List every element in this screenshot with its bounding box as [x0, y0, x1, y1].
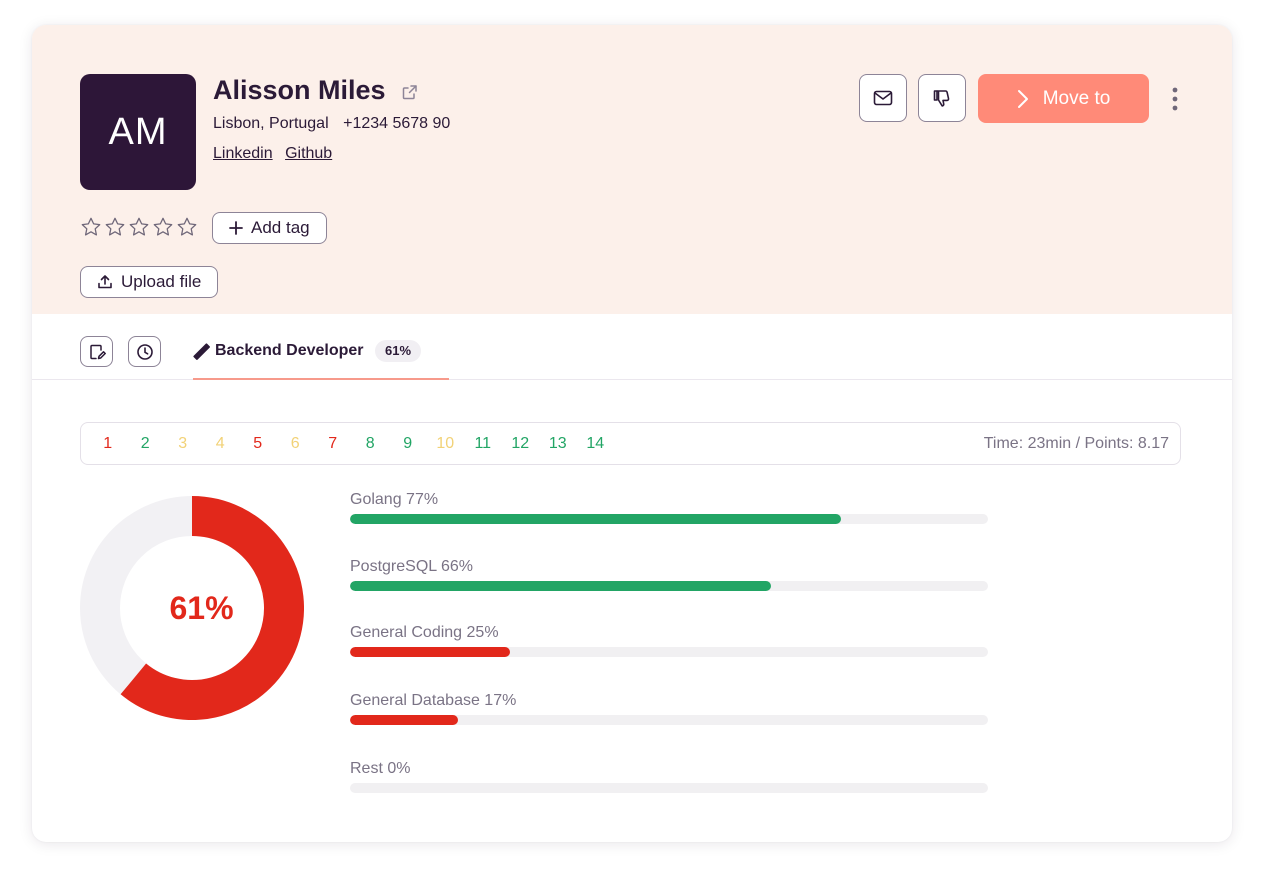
score-badge: 61% [375, 340, 422, 362]
share-icon[interactable] [401, 83, 419, 101]
linkedin-link[interactable]: Linkedin [213, 145, 273, 162]
upload-file-label: Upload file [121, 272, 202, 291]
add-tag-label: Add tag [251, 218, 310, 237]
github-link[interactable]: Github [285, 145, 333, 162]
ruler-icon [193, 343, 210, 360]
time-points-summary: Time: 23min / Points: 8.17 [983, 435, 1169, 452]
donut-score-arc [120, 496, 304, 720]
skill-progress-fill [350, 647, 510, 657]
skill-row: PostgreSQL 66% [350, 558, 990, 591]
skill-row: General Database 17% [350, 692, 990, 725]
candidate-name: Alisson Miles [213, 75, 386, 105]
question-number[interactable]: 6 [290, 434, 300, 452]
tab-label: Backend Developer [215, 342, 364, 359]
question-number[interactable]: 14 [586, 434, 605, 452]
skill-label: PostgreSQL 66% [350, 558, 474, 575]
score-donut [80, 496, 304, 720]
skill-progress-fill [350, 581, 772, 591]
skill-progress-fill [350, 514, 842, 524]
question-number[interactable]: 8 [365, 434, 375, 452]
reject-button[interactable] [918, 74, 966, 122]
question-number[interactable]: 4 [215, 434, 225, 452]
star-icon[interactable] [176, 216, 198, 238]
skill-row: General Coding 25% [350, 624, 990, 657]
chevron-right-icon [1017, 89, 1028, 108]
candidate-card: AM Alisson Miles Lisbon, Portugal +1234 … [32, 25, 1232, 842]
skill-label: Golang 77% [350, 491, 439, 508]
question-number[interactable]: 3 [178, 434, 188, 452]
skill-label: Rest 0% [350, 760, 411, 777]
move-to-label: Move to [1042, 87, 1111, 109]
more-options-icon[interactable] [1168, 86, 1182, 112]
skill-label: General Database 17% [350, 692, 517, 709]
skill-row: Golang 77% [350, 491, 990, 524]
question-bar: 1 2 3 4 5 6 7 8 9 10 11 12 13 14 Time: 23min / Points… [80, 422, 1181, 465]
question-number[interactable]: 5 [253, 434, 263, 452]
skill-progress-track [350, 715, 988, 725]
email-button[interactable] [859, 74, 907, 122]
question-number[interactable]: 1 [103, 434, 113, 452]
skill-progress-fill [350, 715, 459, 725]
skill-progress-track [350, 783, 988, 793]
question-number[interactable]: 9 [403, 434, 413, 452]
question-number[interactable]: 2 [140, 434, 150, 452]
skill-progress-track [350, 581, 988, 591]
edit-document-icon [89, 344, 106, 359]
question-number[interactable]: 10 [436, 434, 455, 452]
add-tag-button[interactable]: Add tag [212, 212, 327, 244]
upload-icon [98, 275, 112, 289]
question-number[interactable]: 7 [328, 434, 338, 452]
location: Lisbon, Portugal [213, 115, 329, 132]
contact-info: Lisbon, Portugal +1234 5678 90 [213, 115, 450, 133]
star-icon[interactable] [104, 216, 126, 238]
tab-notes[interactable] [80, 336, 113, 367]
star-icon[interactable] [152, 216, 174, 238]
skill-row: Rest 0% [350, 760, 990, 793]
tab-backend-developer[interactable]: Backend Developer 61% [193, 314, 449, 380]
tab-history[interactable] [128, 336, 161, 367]
phone: +1234 5678 90 [343, 115, 451, 132]
question-number[interactable]: 12 [511, 434, 530, 452]
avatar: AM [80, 74, 196, 190]
skill-progress-track [350, 647, 988, 657]
mail-icon [873, 90, 893, 106]
clock-icon [136, 343, 153, 360]
upload-file-button[interactable]: Upload file [80, 266, 219, 298]
candidate-header: AM Alisson Miles Lisbon, Portugal +1234 … [32, 25, 1232, 314]
star-icon[interactable] [80, 216, 102, 238]
question-numbers: 1 2 3 4 5 6 7 8 9 10 11 12 13 14 [81, 423, 614, 464]
star-icon[interactable] [128, 216, 150, 238]
star-rating[interactable] [80, 216, 198, 238]
move-to-button[interactable]: Move to [978, 74, 1149, 123]
score-percentage: 61% [169, 589, 234, 626]
thumbs-down-icon [933, 90, 950, 107]
skill-label: General Coding 25% [350, 624, 499, 641]
tab-bar: Backend Developer 61% [32, 314, 1232, 380]
profile-links: Linkedin Github [213, 145, 340, 163]
plus-icon [229, 221, 243, 235]
question-number[interactable]: 13 [548, 434, 567, 452]
skill-progress-track [350, 514, 988, 524]
question-number[interactable]: 11 [474, 434, 492, 452]
